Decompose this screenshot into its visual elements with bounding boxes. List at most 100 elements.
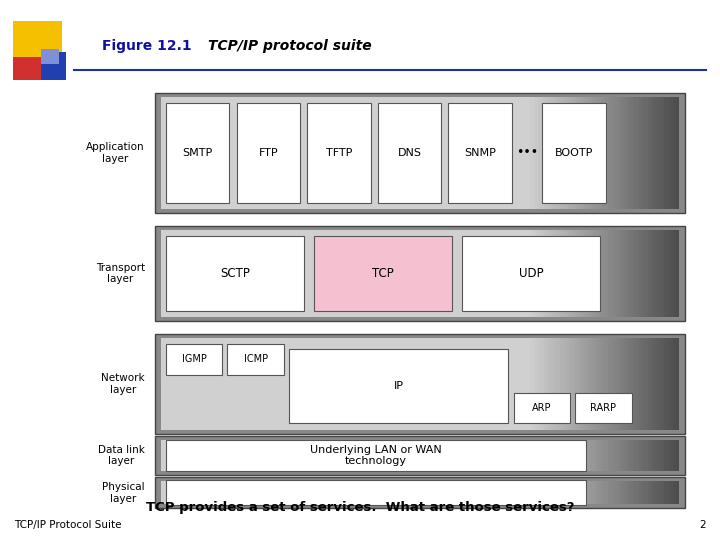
Bar bbox=[645, 338, 648, 430]
Bar bbox=[547, 338, 550, 430]
Bar bbox=[581, 338, 584, 430]
Bar bbox=[654, 441, 657, 471]
Text: TCP provides a set of services.  What are those services?: TCP provides a set of services. What are… bbox=[145, 501, 575, 514]
Bar bbox=[538, 230, 541, 317]
Bar bbox=[642, 441, 645, 471]
Bar bbox=[630, 482, 633, 504]
Text: TCP/IP Protocol Suite: TCP/IP Protocol Suite bbox=[14, 519, 122, 530]
Bar bbox=[593, 441, 596, 471]
Bar bbox=[41, 49, 59, 64]
Bar bbox=[672, 97, 676, 209]
Bar bbox=[578, 230, 581, 317]
Bar bbox=[667, 482, 670, 504]
Bar bbox=[621, 230, 624, 317]
Bar bbox=[572, 338, 575, 430]
Bar bbox=[538, 441, 541, 471]
Bar bbox=[544, 97, 547, 209]
Bar bbox=[667, 338, 670, 430]
Bar bbox=[627, 97, 630, 209]
Text: Physical
layer: Physical layer bbox=[102, 482, 145, 503]
Bar bbox=[554, 338, 557, 430]
Bar bbox=[554, 441, 557, 471]
Bar bbox=[639, 338, 642, 430]
Bar bbox=[624, 97, 627, 209]
Bar bbox=[559, 441, 562, 471]
Bar bbox=[529, 441, 532, 471]
Text: •••: ••• bbox=[516, 146, 539, 159]
Bar bbox=[532, 441, 535, 471]
Bar bbox=[566, 97, 569, 209]
Bar bbox=[630, 230, 633, 317]
Bar bbox=[584, 338, 587, 430]
Text: Underlying LAN or WAN
technology: Underlying LAN or WAN technology bbox=[310, 445, 442, 467]
Bar bbox=[621, 441, 624, 471]
Bar bbox=[587, 97, 590, 209]
Bar bbox=[672, 230, 676, 317]
Bar bbox=[608, 230, 611, 317]
Bar bbox=[636, 482, 639, 504]
Bar bbox=[633, 441, 636, 471]
Bar bbox=[547, 97, 550, 209]
Bar bbox=[611, 441, 615, 471]
Bar bbox=[584, 230, 587, 317]
Bar bbox=[627, 338, 630, 430]
Bar bbox=[608, 97, 611, 209]
Bar bbox=[636, 441, 639, 471]
Bar bbox=[664, 230, 667, 317]
Bar bbox=[562, 97, 566, 209]
Bar bbox=[554, 482, 557, 504]
Bar bbox=[587, 441, 590, 471]
Bar bbox=[606, 441, 608, 471]
Bar bbox=[566, 230, 569, 317]
Bar bbox=[584, 482, 587, 504]
Bar bbox=[544, 230, 547, 317]
Bar bbox=[645, 97, 648, 209]
Bar bbox=[648, 482, 652, 504]
Bar bbox=[670, 441, 672, 471]
Bar bbox=[562, 441, 566, 471]
Text: TCP/IP protocol suite: TCP/IP protocol suite bbox=[208, 39, 372, 53]
Bar bbox=[633, 482, 636, 504]
Bar bbox=[41, 51, 66, 80]
Bar bbox=[575, 338, 578, 430]
Bar bbox=[648, 230, 652, 317]
Bar bbox=[526, 482, 529, 504]
Bar bbox=[532, 97, 535, 209]
Bar bbox=[652, 482, 654, 504]
Bar bbox=[587, 338, 590, 430]
Bar bbox=[636, 97, 639, 209]
Bar bbox=[529, 482, 532, 504]
Bar bbox=[603, 97, 606, 209]
Bar bbox=[557, 230, 559, 317]
Bar bbox=[608, 441, 611, 471]
Bar bbox=[590, 441, 593, 471]
Bar bbox=[667, 230, 670, 317]
Bar bbox=[639, 230, 642, 317]
Bar bbox=[652, 441, 654, 471]
Text: Application
layer: Application layer bbox=[86, 142, 145, 164]
Text: Figure 12.1: Figure 12.1 bbox=[102, 39, 192, 53]
Bar bbox=[676, 441, 679, 471]
Text: FTP: FTP bbox=[258, 148, 278, 158]
Bar bbox=[611, 338, 615, 430]
Bar bbox=[535, 338, 538, 430]
Bar bbox=[569, 482, 572, 504]
Bar bbox=[529, 97, 532, 209]
Bar bbox=[166, 236, 304, 310]
Bar bbox=[13, 57, 48, 80]
Text: SNMP: SNMP bbox=[464, 148, 496, 158]
Bar bbox=[569, 97, 572, 209]
Bar bbox=[611, 482, 615, 504]
Bar bbox=[611, 97, 615, 209]
Text: Data link
layer: Data link layer bbox=[98, 445, 145, 467]
Text: IGMP: IGMP bbox=[181, 354, 207, 364]
Bar bbox=[587, 482, 590, 504]
Bar bbox=[593, 338, 596, 430]
Bar bbox=[448, 103, 512, 203]
Bar bbox=[314, 236, 451, 310]
Bar bbox=[599, 441, 603, 471]
Text: IP: IP bbox=[394, 381, 404, 391]
Bar bbox=[529, 230, 532, 317]
Bar bbox=[535, 97, 538, 209]
Bar bbox=[642, 338, 645, 430]
